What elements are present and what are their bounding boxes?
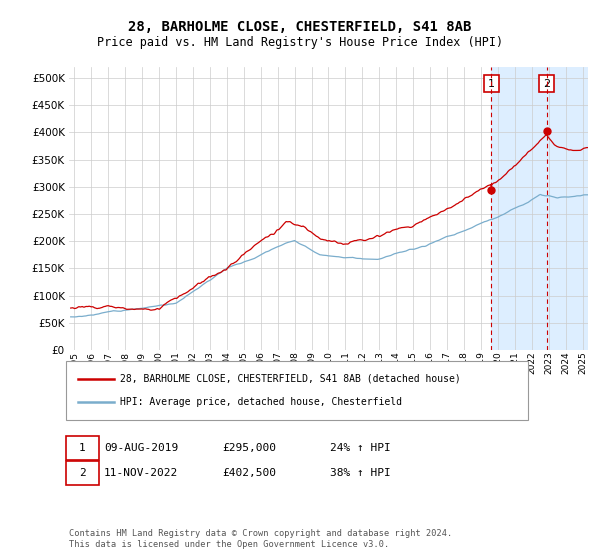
Text: 28, BARHOLME CLOSE, CHESTERFIELD, S41 8AB: 28, BARHOLME CLOSE, CHESTERFIELD, S41 8A…: [128, 20, 472, 34]
Text: £402,500: £402,500: [222, 468, 276, 478]
Text: 1: 1: [488, 78, 495, 88]
Text: 1: 1: [79, 443, 86, 453]
Text: 11-NOV-2022: 11-NOV-2022: [104, 468, 178, 478]
Text: 2: 2: [79, 468, 86, 478]
Bar: [491, 67, 588, 350]
Text: HPI: Average price, detached house, Chesterfield: HPI: Average price, detached house, Ches…: [120, 397, 402, 407]
Text: £295,000: £295,000: [222, 443, 276, 453]
Text: 28, BARHOLME CLOSE, CHESTERFIELD, S41 8AB (detached house): 28, BARHOLME CLOSE, CHESTERFIELD, S41 8A…: [120, 374, 461, 384]
Text: 24% ↑ HPI: 24% ↑ HPI: [330, 443, 391, 453]
Text: 09-AUG-2019: 09-AUG-2019: [104, 443, 178, 453]
Text: 38% ↑ HPI: 38% ↑ HPI: [330, 468, 391, 478]
Text: Contains HM Land Registry data © Crown copyright and database right 2024.
This d: Contains HM Land Registry data © Crown c…: [69, 529, 452, 549]
Text: 2: 2: [543, 78, 550, 88]
Text: Price paid vs. HM Land Registry's House Price Index (HPI): Price paid vs. HM Land Registry's House …: [97, 36, 503, 49]
